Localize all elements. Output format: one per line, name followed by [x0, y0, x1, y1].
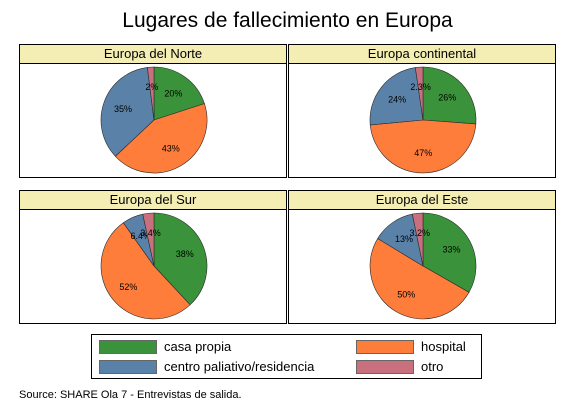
legend-label: hospital — [421, 339, 466, 354]
pie-panel-continental: Europa continental 26% 47% 24% 2.3% — [288, 44, 556, 178]
legend-label: otro — [421, 359, 444, 374]
pie-slice-casa-propia — [153, 66, 205, 121]
slice-label: 52% — [119, 282, 137, 292]
pie-slice-otro — [142, 212, 155, 267]
pie-slice-otro — [411, 212, 424, 267]
pie-slice-otro — [414, 66, 424, 121]
pie-panel-este: Europa del Este 33% 50% 13% 3.2% — [288, 190, 556, 324]
pie-slice-hospital — [114, 103, 208, 174]
panel-title: Europa del Sur — [20, 191, 286, 210]
page-title: Lugares de fallecimiento en Europa — [122, 9, 453, 32]
slice-label: 26% — [438, 93, 456, 103]
slice-label: 2% — [145, 82, 158, 92]
pie-slice-hospital — [100, 222, 191, 320]
slice-label: 3.4% — [140, 228, 161, 238]
pie-chart: 38% 52% 6.4%3.4% — [100, 212, 208, 320]
legend-swatch — [99, 340, 157, 354]
pie-chart: 33% 50% 13%3.2% — [369, 212, 477, 320]
pie-slice-centro — [369, 67, 424, 126]
legend-swatch — [99, 360, 157, 374]
panel-title: Europa del Norte — [20, 45, 286, 64]
legend-swatch — [356, 340, 414, 354]
pie-slice-casa-propia — [422, 212, 477, 293]
pie-chart: 26% 47% 24% 2.3% — [369, 66, 477, 174]
legend-swatch — [356, 360, 414, 374]
panel-title: Europa del Este — [289, 191, 555, 210]
slice-label: 13% — [395, 234, 413, 244]
slice-label: 20% — [164, 88, 182, 98]
slice-label: 38% — [176, 249, 194, 259]
slice-label: 2.3% — [410, 82, 431, 92]
source-note: Source: SHARE Ola 7 - Entrevistas de sal… — [19, 389, 242, 401]
legend-label: centro paliativo/residencia — [164, 359, 315, 374]
pie-slice-otro — [147, 66, 155, 121]
legend-label: casa propia — [164, 339, 232, 354]
legend: casa propia hospital centro paliativo/re… — [91, 334, 482, 379]
pie-slice-hospital — [369, 238, 470, 320]
slice-label: 35% — [114, 104, 132, 114]
slice-label: 43% — [162, 143, 180, 153]
pie-slice-casa-propia — [153, 212, 208, 306]
pie-slice-centro — [100, 67, 155, 157]
pie-slice-hospital — [369, 119, 477, 174]
slice-label: 47% — [414, 148, 432, 158]
slice-label: 24% — [388, 95, 406, 105]
slice-label: 6.4% — [130, 231, 151, 241]
slice-label: 50% — [397, 289, 415, 299]
slice-label: 3.2% — [409, 228, 430, 238]
panel-title: Europa continental — [289, 45, 555, 64]
pie-panel-sur: Europa del Sur 38% 52% 6.4% 3.4% — [19, 190, 287, 324]
pie-slice-casa-propia — [422, 66, 477, 125]
slice-label: 33% — [442, 244, 460, 254]
pie-panel-norte: Europa del Norte 20% 43% 35% 2% — [19, 44, 287, 178]
pie-chart: 20% 43% 35% 2% — [100, 66, 208, 174]
